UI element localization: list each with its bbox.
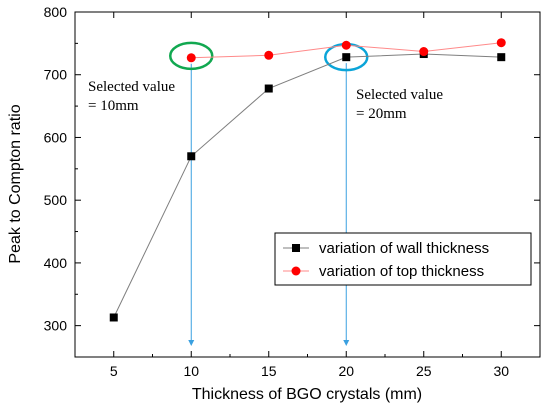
data-point xyxy=(419,47,429,57)
data-point xyxy=(186,53,196,63)
series-line xyxy=(113,53,502,318)
series-layer xyxy=(109,38,506,322)
x-tick-label: 15 xyxy=(261,363,277,379)
y-tick-label: 400 xyxy=(44,255,68,271)
data-point xyxy=(264,84,273,93)
legend: variation of wall thickness variation of … xyxy=(274,232,532,286)
annotation-text: = 20mm xyxy=(356,106,407,122)
x-axis: 5 10 15 20 25 30 xyxy=(74,12,541,379)
y-tick-label: 600 xyxy=(44,129,68,145)
x-tick-label: 5 xyxy=(110,363,118,379)
data-point xyxy=(342,53,351,62)
y-tick-label: 700 xyxy=(44,67,68,83)
legend-marker xyxy=(292,244,300,252)
annotation-text: Selected value xyxy=(88,79,175,95)
legend-label: variation of wall thickness xyxy=(319,240,489,257)
x-tick-label: 25 xyxy=(416,363,432,379)
annotations: Selected value = 10mm Selected value = 20mm xyxy=(88,41,443,346)
y-tick-label: 800 xyxy=(44,4,68,20)
legend-marker xyxy=(291,266,301,276)
data-point xyxy=(264,50,274,60)
plot-frame xyxy=(74,11,541,358)
x-tick-label: 30 xyxy=(493,363,509,379)
annotation-arrowhead xyxy=(343,340,350,346)
x-tick-label: 10 xyxy=(183,363,199,379)
y-axis-title: Peak to Compton ratio xyxy=(7,104,24,263)
data-point xyxy=(496,38,506,48)
y-axis: 300 400 500 600 700 800 xyxy=(44,4,540,334)
data-point xyxy=(109,313,118,322)
y-tick-label: 500 xyxy=(44,192,68,208)
data-point xyxy=(187,152,196,161)
highlight-circle xyxy=(169,41,214,71)
annotation-text: = 10mm xyxy=(88,98,139,114)
data-point xyxy=(341,40,351,50)
x-tick-label: 20 xyxy=(338,363,354,379)
y-tick-label: 300 xyxy=(44,318,68,334)
annotation-arrowhead xyxy=(188,340,195,346)
legend-label: variation of top thickness xyxy=(319,263,484,280)
data-point xyxy=(497,53,506,62)
annotation-text: Selected value xyxy=(356,87,443,103)
x-axis-title: Thickness of BGO crystals (mm) xyxy=(192,386,422,403)
legend-box xyxy=(274,232,532,286)
